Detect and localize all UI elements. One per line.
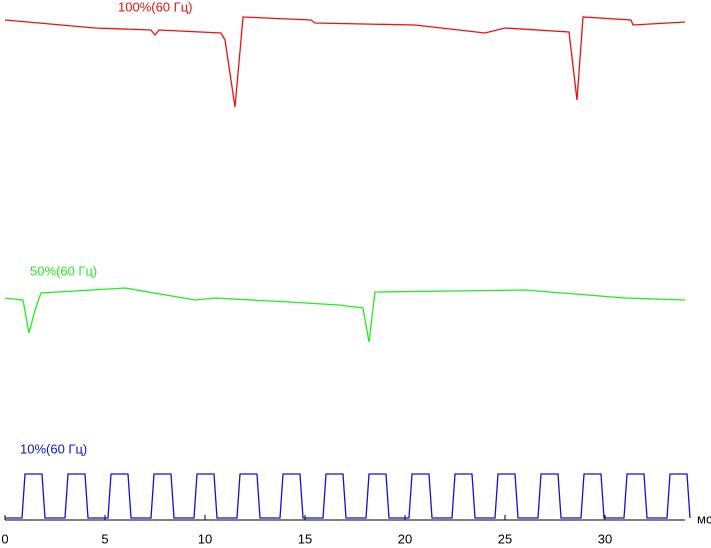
x-tick-label: 20 <box>398 531 412 546</box>
x-tick-label: 15 <box>298 531 312 546</box>
x-tick-label: 5 <box>101 531 108 546</box>
trace-label: 50%(60 Гц) <box>30 263 97 278</box>
trace-label: 100%(60 Гц) <box>118 0 192 14</box>
x-tick-label: 10 <box>198 531 212 546</box>
trace <box>5 473 691 519</box>
trace <box>4 16 686 108</box>
x-axis-label: мс <box>697 511 711 526</box>
x-tick-label: 30 <box>598 531 612 546</box>
trace <box>4 287 686 343</box>
trace-label: 10%(60 Гц) <box>20 441 87 456</box>
x-tick-label: 25 <box>498 531 512 546</box>
x-tick-label: 0 <box>1 531 8 546</box>
